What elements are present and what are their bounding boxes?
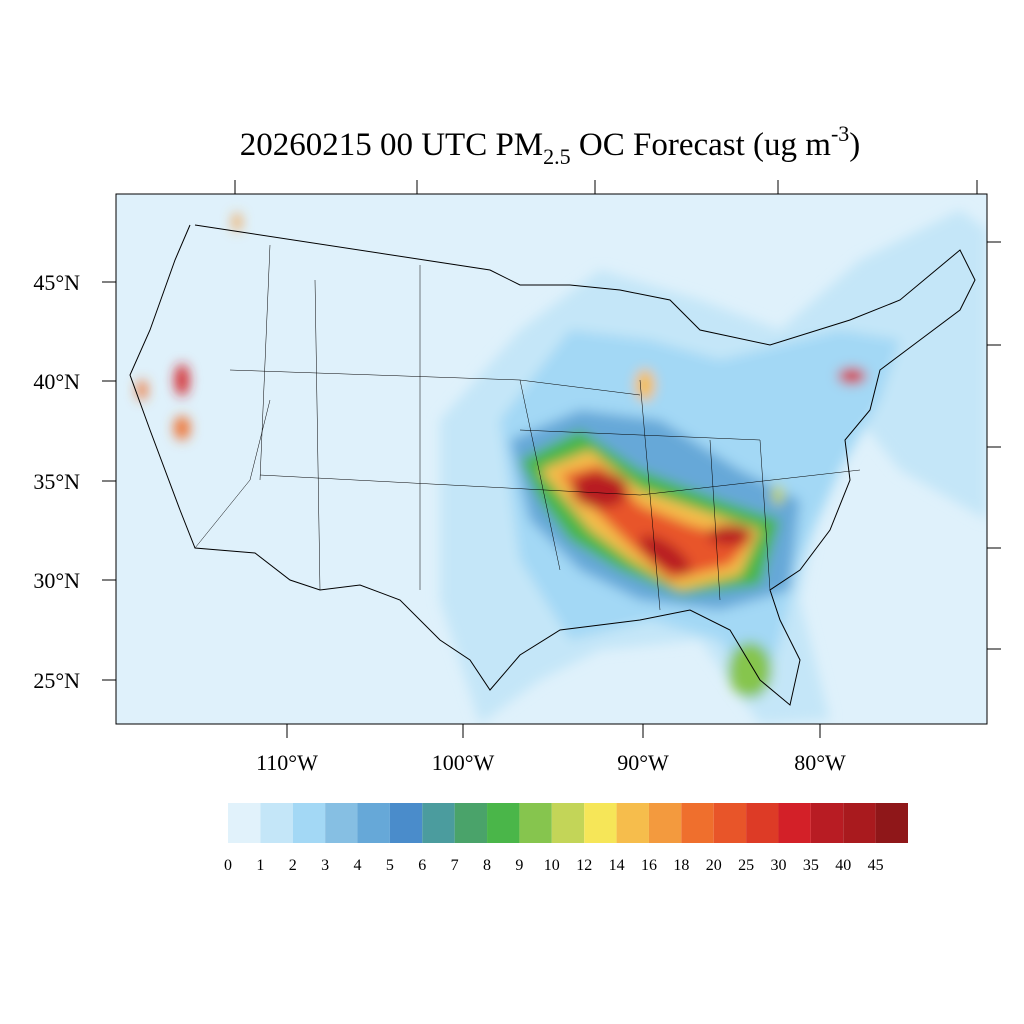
title-main: 20260215 00 UTC PM <box>240 127 543 163</box>
colorbar-box <box>519 803 552 843</box>
colorbar-label: 20 <box>706 857 722 874</box>
colorbar-box <box>260 803 293 843</box>
colorbar-label: 2 <box>289 857 297 874</box>
frame-ticks <box>234 180 1001 650</box>
title-sub: 2.5 <box>543 144 571 169</box>
colorbar-box <box>584 803 617 843</box>
colorbar-box <box>454 803 488 843</box>
colorbar-label: 18 <box>673 857 689 874</box>
colorbar-label: 8 <box>483 857 491 874</box>
lon-label: 110°W <box>256 750 318 775</box>
colorbar-box <box>843 803 876 843</box>
colorbar-box <box>681 803 714 843</box>
colorbar-box <box>713 803 747 843</box>
country-outline <box>129 224 976 706</box>
lat-label: 35°N <box>33 469 80 494</box>
colorbar-label: 7 <box>451 857 459 874</box>
title-mid: OC Forecast (ug m <box>571 127 832 163</box>
colorbar-label: 45 <box>868 857 884 874</box>
lat-label: 25°N <box>33 668 80 693</box>
colorbar-label: 40 <box>835 857 851 874</box>
lon-label: 80°W <box>794 750 846 775</box>
colorbar-box <box>551 803 585 843</box>
colorbar-box <box>325 803 358 843</box>
colorbar-box <box>746 803 779 843</box>
lat-label: 30°N <box>33 568 80 593</box>
lon-label: 100°W <box>432 750 495 775</box>
colorbar-label: 5 <box>386 857 394 874</box>
map-frame <box>115 193 988 725</box>
colorbar-label: 25 <box>738 857 754 874</box>
concentration-field <box>116 194 987 724</box>
field-shading <box>137 210 987 724</box>
title-end: ) <box>849 127 860 163</box>
state-lines <box>194 244 861 611</box>
title-sup: -3 <box>831 121 849 146</box>
colorbar-label: 1 <box>256 857 264 874</box>
colorbar-label: 12 <box>576 857 592 874</box>
colorbar-label: 0 <box>224 857 232 874</box>
colorbar-box <box>810 803 844 843</box>
colorbar-label: 6 <box>418 857 426 874</box>
lon-label: 90°W <box>617 750 669 775</box>
colorbar-label: 16 <box>641 857 657 874</box>
colorbar-label: 10 <box>544 857 560 874</box>
colorbar-label: 9 <box>515 857 523 874</box>
colorbar-box <box>228 803 261 843</box>
lat-label: 40°N <box>33 369 80 394</box>
colorbar-label: 35 <box>803 857 819 874</box>
colorbar-box <box>778 803 811 843</box>
colorbar-label: 30 <box>770 857 786 874</box>
colorbar-label: 3 <box>321 857 329 874</box>
lat-label: 45°N <box>33 270 80 295</box>
colorbar-box <box>487 803 520 843</box>
colorbar-label: 14 <box>609 857 625 874</box>
colorbar-box <box>875 803 908 843</box>
colorbar-box <box>422 803 455 843</box>
colorbar-box <box>389 803 423 843</box>
colorbar-box <box>292 803 326 843</box>
colorbar-box <box>357 803 390 843</box>
colorbar-label: 4 <box>354 857 362 874</box>
colorbar-box <box>648 803 682 843</box>
colorbar-box <box>616 803 649 843</box>
map-title: 20260215 00 UTC PM2.5 OC Forecast (ug m-… <box>240 121 861 169</box>
